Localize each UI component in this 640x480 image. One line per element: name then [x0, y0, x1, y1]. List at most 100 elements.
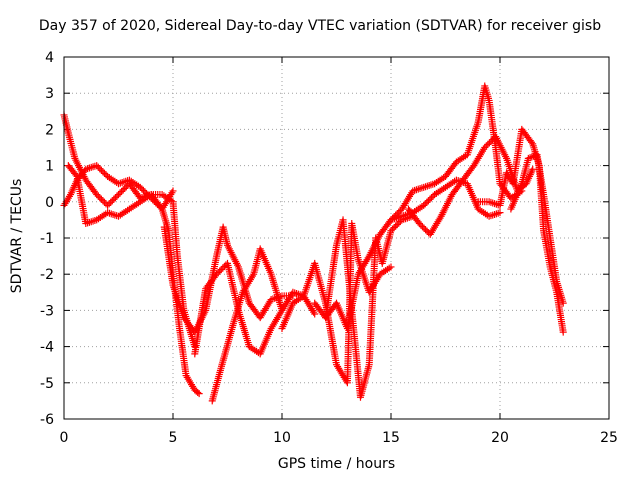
y-tick-label: -1 — [40, 231, 54, 247]
series-satellite-track-11 — [404, 133, 537, 238]
plus-marker — [109, 210, 117, 218]
x-tick-label: 20 — [491, 430, 509, 446]
plus-marker — [138, 185, 146, 193]
plus-marker — [387, 263, 395, 271]
plus-marker — [105, 200, 113, 208]
plus-marker — [115, 191, 122, 199]
plus-marker — [416, 185, 424, 193]
plus-marker — [487, 137, 495, 145]
series-satellite-track-13 — [507, 151, 567, 307]
plus-marker — [100, 169, 108, 177]
y-tick-label: 3 — [45, 86, 54, 102]
plus-marker — [121, 184, 129, 192]
chart-title: Day 357 of 2020, Sidereal Day-to-day VTE… — [38, 18, 602, 34]
plus-marker — [169, 187, 177, 195]
plus-marker — [487, 198, 495, 206]
plus-marker — [489, 199, 497, 207]
plus-marker — [427, 194, 435, 202]
y-tick-label: -6 — [40, 412, 54, 428]
x-tick-label: 15 — [382, 430, 400, 446]
plus-marker — [417, 221, 425, 229]
plot-border — [63, 56, 610, 420]
plus-marker — [529, 165, 537, 173]
plus-marker — [87, 218, 95, 226]
plus-marker — [94, 192, 102, 200]
plus-marker — [420, 183, 428, 191]
plus-marker — [97, 195, 105, 203]
data-marks — [60, 82, 567, 405]
plus-marker — [139, 186, 147, 194]
plus-marker — [527, 138, 535, 146]
plus-marker — [100, 198, 108, 206]
plus-marker — [136, 183, 144, 191]
plus-marker — [311, 310, 319, 318]
plus-marker — [107, 198, 115, 206]
plus-marker — [487, 212, 495, 220]
plus-marker — [105, 209, 113, 217]
x-axis-label: GPS time / hours — [277, 456, 396, 472]
plus-marker — [118, 187, 126, 195]
plus-marker — [418, 223, 426, 231]
plus-marker — [94, 163, 102, 171]
plus-marker — [96, 194, 104, 202]
plus-marker — [482, 142, 490, 150]
plus-marker — [390, 224, 398, 232]
plus-marker — [213, 270, 221, 278]
plus-marker — [392, 211, 400, 219]
y-axis-label: SDTVAR / TECUs — [9, 178, 25, 294]
plus-marker — [491, 210, 499, 218]
x-tick-label: 0 — [60, 430, 69, 446]
series-satellite-track-12 — [474, 125, 567, 336]
plus-marker — [93, 162, 101, 170]
plus-marker — [389, 225, 397, 233]
plus-marker — [393, 210, 401, 218]
plus-marker — [99, 168, 107, 176]
plus-marker — [420, 224, 428, 232]
plus-marker — [387, 216, 395, 224]
plus-marker — [107, 210, 115, 218]
plus-marker — [559, 299, 567, 307]
plus-marker — [418, 184, 426, 192]
plus-marker — [423, 198, 431, 206]
series-satellite-track-6 — [208, 245, 319, 405]
plus-marker — [422, 183, 430, 191]
plus-marker — [559, 328, 567, 336]
x-tick-label: 10 — [273, 430, 291, 446]
plus-marker — [425, 182, 433, 190]
plus-marker — [393, 221, 401, 229]
plus-marker — [108, 197, 116, 205]
plus-marker — [113, 212, 121, 220]
plus-marker — [484, 140, 492, 148]
series-satellite-track-3 — [64, 162, 177, 228]
x-tick-label: 5 — [169, 430, 178, 446]
plus-marker — [111, 194, 119, 202]
plus-marker — [481, 144, 489, 151]
y-tick-label: 0 — [45, 195, 54, 211]
series-satellite-track-5 — [191, 259, 286, 358]
plus-marker — [116, 189, 124, 197]
plus-marker — [421, 200, 429, 208]
x-tick-label: 25 — [600, 430, 618, 446]
plus-marker — [420, 201, 428, 209]
y-tick-label: -5 — [40, 376, 54, 392]
plus-marker — [110, 195, 118, 203]
plus-marker — [387, 227, 395, 235]
plus-marker — [424, 197, 432, 205]
y-tick-label: 1 — [45, 159, 54, 175]
plus-marker — [423, 182, 431, 190]
plus-marker — [426, 195, 434, 203]
plus-marker — [141, 188, 149, 196]
plus-marker — [496, 209, 504, 217]
plus-marker — [195, 390, 203, 398]
plus-marker — [389, 214, 397, 222]
plus-marker — [194, 388, 202, 396]
plus-marker — [214, 269, 222, 277]
y-tick-label: -2 — [40, 267, 54, 283]
plus-marker — [489, 211, 497, 219]
plus-marker — [99, 197, 107, 205]
plus-marker — [395, 208, 403, 216]
series-satellite-track-8 — [311, 212, 417, 401]
plus-marker — [216, 267, 224, 275]
